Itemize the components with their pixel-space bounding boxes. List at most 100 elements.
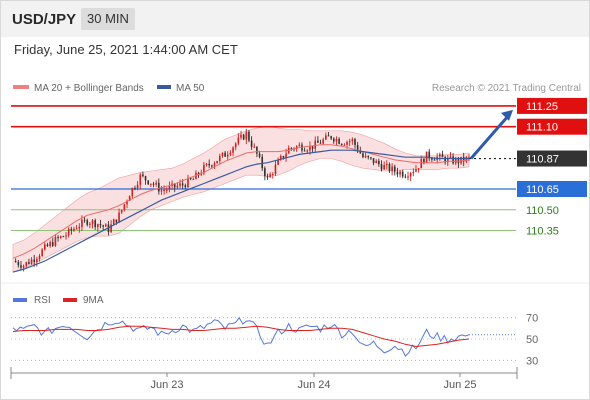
candle-body <box>70 228 73 231</box>
candle-body <box>290 147 293 149</box>
candle-body <box>131 187 134 197</box>
candle-body <box>417 168 420 170</box>
candle-body <box>213 163 216 167</box>
level-tag-110.87 <box>517 150 587 167</box>
pair-label: USD/JPY <box>12 11 77 28</box>
candle-body <box>433 159 436 161</box>
rsi-line <box>12 316 470 357</box>
level-tag-111.25 <box>517 97 587 114</box>
legend-swatch-rsi <box>13 298 27 302</box>
candle-body <box>242 134 245 140</box>
candle-body <box>168 185 171 190</box>
candle-body <box>115 219 118 223</box>
x-tick-label: Jun 23 <box>150 379 183 391</box>
candle-body <box>362 153 364 158</box>
candle-body <box>282 156 285 158</box>
candle-body <box>269 174 271 178</box>
candle-body <box>211 165 213 167</box>
candle-body <box>91 220 94 224</box>
candle-body <box>266 176 269 178</box>
candle-body <box>226 154 229 157</box>
candle-body <box>147 180 150 185</box>
level-label-111.25: 111.25 <box>526 101 558 113</box>
candle-body <box>256 146 258 154</box>
candle-body <box>112 219 115 225</box>
candle-body <box>452 156 454 164</box>
candle-body <box>49 242 51 247</box>
candle-body <box>364 155 367 158</box>
candle-body <box>359 150 362 154</box>
legend-label-ma20: MA 20 + Bollinger Bands <box>34 83 144 94</box>
candle-body <box>179 183 181 186</box>
candle-body <box>123 204 126 210</box>
candle-body <box>216 160 218 164</box>
candle-body <box>81 219 83 227</box>
candle-body <box>465 157 468 162</box>
level-label-110.65: 110.65 <box>526 184 559 196</box>
level-label-110.87: 110.87 <box>526 154 559 166</box>
candle-body <box>346 141 348 145</box>
candle-body <box>144 176 147 181</box>
candle-body <box>393 166 396 172</box>
legend-label-9ma: 9MA <box>83 295 104 306</box>
candle-body <box>205 163 208 165</box>
candle-body <box>126 200 128 205</box>
candle-body <box>86 220 89 225</box>
legend-label-ma50: MA 50 <box>176 83 205 94</box>
candle-body <box>319 142 322 144</box>
candle-body <box>298 144 301 147</box>
level-label-110.50: 110.50 <box>526 205 559 217</box>
candle-body <box>184 185 187 188</box>
candle-body <box>258 153 261 157</box>
candle-body <box>97 224 99 228</box>
candle-body <box>165 189 168 191</box>
candle-body <box>163 190 165 192</box>
candle-body <box>41 249 43 256</box>
candle-body <box>234 143 237 148</box>
candle-body <box>208 163 211 166</box>
candle-body <box>340 143 343 145</box>
candle-body <box>17 262 20 266</box>
candle-body <box>468 156 470 158</box>
candle-body <box>412 171 415 174</box>
candle-body <box>335 138 338 142</box>
candle-body <box>73 228 75 231</box>
candle-body <box>136 184 139 189</box>
candle-body <box>28 262 30 264</box>
legend-swatch-9ma <box>63 298 77 302</box>
candle-body <box>279 156 282 160</box>
candle-body <box>338 138 340 144</box>
candle-body <box>322 139 325 144</box>
candle-body <box>375 160 378 164</box>
candle-body <box>444 157 446 163</box>
candle-body <box>155 182 157 185</box>
candle-body <box>218 155 221 161</box>
candle-body <box>378 160 380 165</box>
candle-body <box>277 159 279 165</box>
candle-body <box>401 171 404 177</box>
candle-body <box>388 164 391 172</box>
candle-body <box>309 146 311 151</box>
candle-body <box>150 183 152 185</box>
candle-body <box>409 173 412 177</box>
candle-body <box>367 155 370 158</box>
candle-body <box>54 237 57 246</box>
candle-body <box>20 265 22 268</box>
candle-body <box>232 147 234 153</box>
candle-body <box>187 178 189 188</box>
ma20-line <box>12 144 470 259</box>
candle-body <box>303 150 306 152</box>
candle-body <box>431 158 433 160</box>
legend-swatch-ma50 <box>157 85 171 89</box>
candle-body <box>285 153 287 158</box>
candle-body <box>22 265 25 268</box>
candle-body <box>370 157 372 159</box>
candle-body <box>160 190 163 192</box>
legend-swatch-ma20 <box>13 85 29 89</box>
timeframe-button[interactable]: 30 MIN <box>81 8 135 30</box>
candle-body <box>420 158 423 169</box>
candle-body <box>14 261 17 263</box>
candle-body <box>462 156 465 162</box>
candle-body <box>57 237 59 239</box>
candle-body <box>43 244 46 250</box>
